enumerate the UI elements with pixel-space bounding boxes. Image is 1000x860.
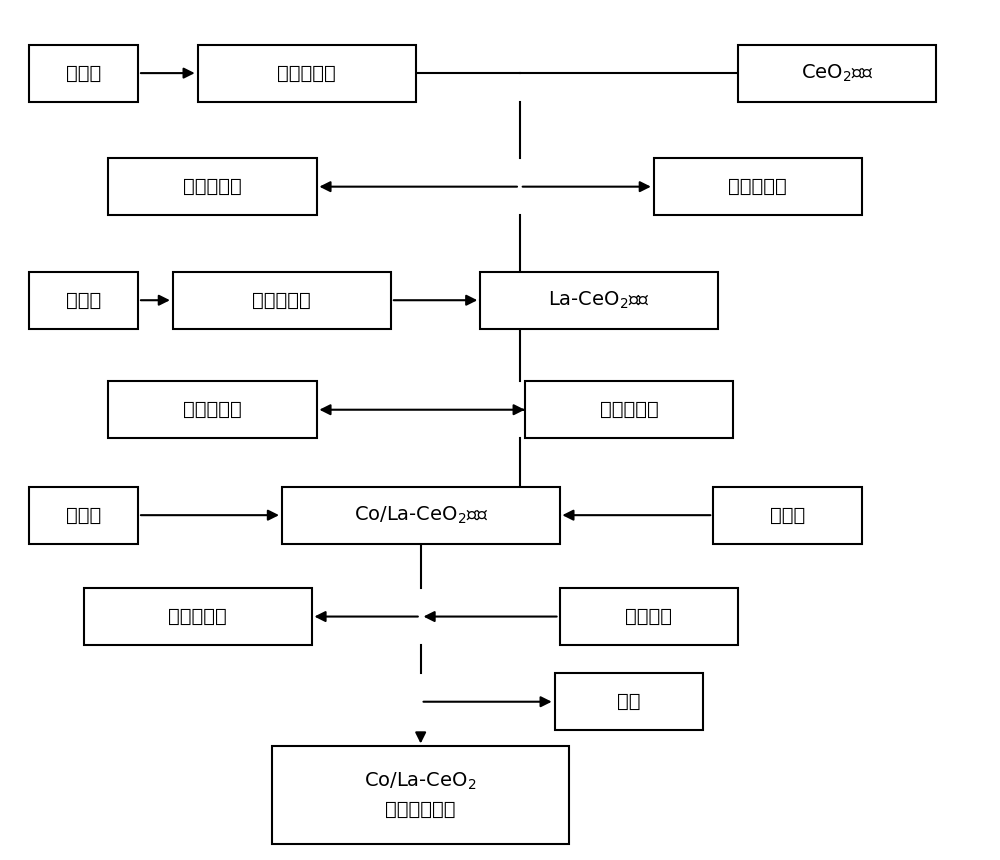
Text: 蒸馏水: 蒸馏水: [66, 291, 101, 310]
Bar: [108, 381, 317, 438]
Text: 搅拌、浸渍: 搅拌、浸渍: [183, 400, 242, 419]
Text: 干燥、称重: 干燥、称重: [168, 607, 227, 626]
Text: La-CeO$_2$粉末: La-CeO$_2$粉末: [548, 290, 650, 310]
Text: 搅拌、浸渍: 搅拌、浸渍: [183, 177, 242, 196]
Text: 含钴化合物: 含钴化合物: [252, 291, 311, 310]
Text: 含镧化合物: 含镧化合物: [277, 64, 336, 83]
Text: 干燥、焙烧: 干燥、焙烧: [600, 400, 658, 419]
Bar: [560, 588, 738, 645]
Bar: [84, 588, 312, 645]
Text: CeO$_2$粉末: CeO$_2$粉末: [801, 63, 873, 83]
Bar: [198, 45, 416, 101]
Bar: [480, 272, 718, 329]
Bar: [738, 45, 936, 101]
Text: 蜂窝陶瓷: 蜂窝陶瓷: [625, 607, 672, 626]
Text: Co/La-CeO$_2$
整体式催化剂: Co/La-CeO$_2$ 整体式催化剂: [364, 771, 477, 819]
Bar: [713, 487, 862, 544]
Bar: [555, 673, 703, 730]
Bar: [173, 272, 391, 329]
Bar: [29, 487, 138, 544]
Text: 干燥、焙烧: 干燥、焙烧: [728, 177, 787, 196]
Bar: [108, 158, 317, 215]
Text: 蒸馏水: 蒸馏水: [66, 64, 101, 83]
Bar: [654, 158, 862, 215]
Text: 焙烧: 焙烧: [617, 692, 641, 711]
Text: Co/La-CeO$_2$粉末: Co/La-CeO$_2$粉末: [354, 505, 488, 525]
Bar: [272, 746, 569, 844]
Bar: [29, 272, 138, 329]
Text: 蒸馏水: 蒸馏水: [66, 506, 101, 525]
Bar: [525, 381, 733, 438]
Text: 添加剂: 添加剂: [770, 506, 805, 525]
Bar: [282, 487, 560, 544]
Bar: [29, 45, 138, 101]
